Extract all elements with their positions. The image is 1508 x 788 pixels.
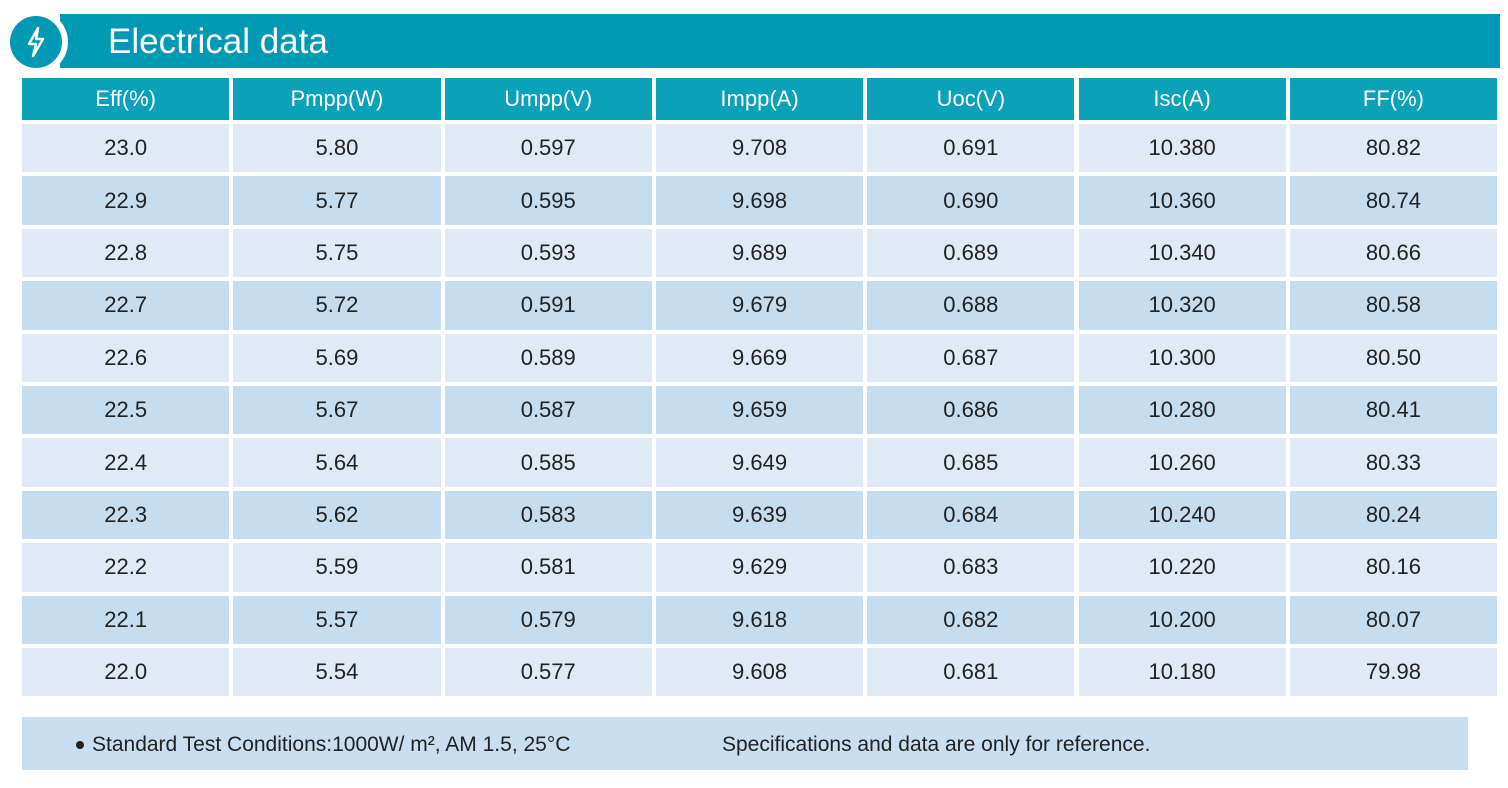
table-cell: 0.689 — [867, 228, 1075, 278]
table-cell: 0.597 — [444, 124, 652, 173]
table-cell: 5.80 — [233, 124, 441, 173]
column-header: Impp(A) — [655, 78, 864, 120]
table-cell: 5.67 — [233, 386, 441, 435]
table-cell: 10.380 — [1078, 124, 1286, 173]
table-cell: 22.1 — [22, 595, 230, 644]
table-cell: 9.618 — [655, 595, 864, 644]
table-cell: 80.16 — [1289, 543, 1498, 592]
table-cell: 10.260 — [1078, 438, 1286, 487]
table-cell: 10.200 — [1078, 595, 1286, 644]
table-cell: 0.577 — [444, 648, 652, 697]
table-cell: 80.33 — [1289, 438, 1498, 487]
table-cell: 79.98 — [1289, 648, 1498, 697]
table-cell: 0.579 — [444, 595, 652, 644]
table-cell: 22.7 — [22, 281, 230, 330]
table-cell: 5.54 — [233, 648, 441, 697]
table-cell: 9.608 — [655, 648, 864, 697]
table-cell: 22.9 — [22, 176, 230, 225]
bullet — [76, 741, 84, 749]
table-cell: 22.4 — [22, 438, 230, 487]
column-header: Uoc(V) — [867, 78, 1075, 120]
table-cell: 5.62 — [233, 490, 441, 540]
table-cell: 9.659 — [655, 386, 864, 435]
footer-box — [22, 717, 1468, 770]
lightning-icon — [27, 26, 45, 58]
table-cell: 22.3 — [22, 490, 230, 540]
column-header: Pmpp(W) — [233, 78, 441, 120]
table-cell: 0.684 — [867, 490, 1075, 540]
column-header: FF(%) — [1289, 78, 1498, 120]
table-cell: 80.74 — [1289, 176, 1498, 225]
table-cell: 0.583 — [444, 490, 652, 540]
table-cell: 0.587 — [444, 386, 652, 435]
table-cell: 0.681 — [867, 648, 1075, 697]
table-cell: 5.77 — [233, 176, 441, 225]
table-cell: 10.220 — [1078, 543, 1286, 592]
table-cell: 0.581 — [444, 543, 652, 592]
table-cell: 22.6 — [22, 333, 230, 382]
table-cell: 0.585 — [444, 438, 652, 487]
table-cell: 0.685 — [867, 438, 1075, 487]
table-cell: 80.66 — [1289, 228, 1498, 278]
table-cell: 0.591 — [444, 281, 652, 330]
table-cell: 22.2 — [22, 543, 230, 592]
table-cell: 80.41 — [1289, 386, 1498, 435]
icon — [10, 16, 62, 68]
table-cell: 80.82 — [1289, 124, 1498, 173]
table-cell: 0.691 — [867, 124, 1075, 173]
table-cell: 80.58 — [1289, 281, 1498, 330]
table-cell: 9.669 — [655, 333, 864, 382]
title-bar — [60, 14, 1500, 68]
table-cell: 9.708 — [655, 124, 864, 173]
table-cell: 23.0 — [22, 124, 230, 173]
table-cell: 9.649 — [655, 438, 864, 487]
table-cell: 5.59 — [233, 543, 441, 592]
table-cell: 0.687 — [867, 333, 1075, 382]
table-cell: 9.639 — [655, 490, 864, 540]
table-cell: 10.320 — [1078, 281, 1286, 330]
table-cell: 0.686 — [867, 386, 1075, 435]
table-cell: 0.593 — [444, 228, 652, 278]
table-cell: 10.240 — [1078, 490, 1286, 540]
table-cell: 0.688 — [867, 281, 1075, 330]
table-cell: 5.57 — [233, 595, 441, 644]
table-cell: 0.595 — [444, 176, 652, 225]
table-cell: 5.69 — [233, 333, 441, 382]
table-cell: 0.683 — [867, 543, 1075, 592]
table-cell: 5.64 — [233, 438, 441, 487]
table-cell: 80.50 — [1289, 333, 1498, 382]
table-cell: 10.340 — [1078, 228, 1286, 278]
table-cell: 9.629 — [655, 543, 864, 592]
table-cell: 10.280 — [1078, 386, 1286, 435]
table-cell: 5.72 — [233, 281, 441, 330]
table-cell: 22.8 — [22, 228, 230, 278]
table-cell: 9.689 — [655, 228, 864, 278]
conditions-note: Standard Test Conditions:1000W/ m², AM 1… — [92, 733, 571, 756]
table-cell: 80.07 — [1289, 595, 1498, 644]
table-cell: 10.300 — [1078, 333, 1286, 382]
table-cell: 22.0 — [22, 648, 230, 697]
table-cell: 0.690 — [867, 176, 1075, 225]
title: Electrical data — [108, 22, 328, 61]
table-cell: 10.360 — [1078, 176, 1286, 225]
table-cell: 10.180 — [1078, 648, 1286, 697]
table-cell: 0.682 — [867, 595, 1075, 644]
table-cell: 9.698 — [655, 176, 864, 225]
table-cell: 80.24 — [1289, 490, 1498, 540]
disclaimer-note: Specifications and data are only for ref… — [722, 733, 1151, 756]
table-cell: 5.75 — [233, 228, 441, 278]
column-header: Isc(A) — [1078, 78, 1286, 120]
table-cell: 22.5 — [22, 386, 230, 435]
table-cell: 9.679 — [655, 281, 864, 330]
column-header: Umpp(V) — [444, 78, 652, 120]
table-cell: 0.589 — [444, 333, 652, 382]
column-header: Eff(%) — [22, 78, 230, 120]
